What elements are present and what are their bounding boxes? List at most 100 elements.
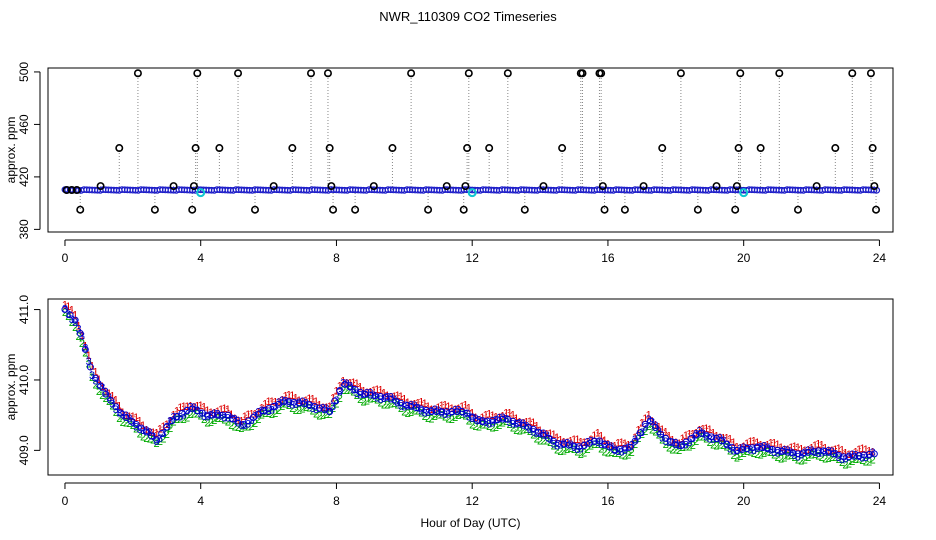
bottom-series-marker-2: 2: [540, 436, 546, 448]
top-spike-point: [442, 182, 451, 191]
bottom-series-marker-2: 2: [629, 447, 635, 459]
bottom-series-marker-2: 2: [442, 412, 448, 424]
top-x-tick-label: 8: [333, 251, 340, 265]
bottom-series-marker-3: 3: [221, 412, 227, 424]
bottom-mean-point: [855, 452, 863, 460]
top-spike-point: [96, 182, 105, 191]
bottom-x-tick-label: 0: [62, 494, 69, 508]
bottom-series-marker-1: 1: [459, 401, 465, 413]
bottom-series-marker-3: 3: [866, 449, 872, 461]
bottom-series-marker-2: 2: [686, 441, 692, 453]
bottom-series-marker-3: 3: [170, 412, 176, 424]
bottom-series-marker-2: 2: [618, 449, 624, 461]
bottom-series-marker-2: 2: [330, 403, 336, 415]
bottom-series-marker-2: 2: [204, 417, 210, 429]
bottom-series-marker-1: 1: [296, 395, 302, 407]
bottom-series-marker-2: 2: [310, 405, 316, 417]
bottom-series-marker-1: 1: [445, 401, 451, 413]
bottom-series-marker-1: 1: [276, 397, 282, 409]
bottom-series-marker-3: 3: [479, 415, 485, 427]
bottom-series-marker-3: 3: [856, 451, 862, 463]
bottom-series-marker-3: 3: [564, 437, 570, 449]
bottom-series-marker-3: 3: [537, 428, 543, 440]
bottom-series-marker-2: 2: [608, 447, 614, 459]
bottom-series-marker-2: 2: [354, 390, 360, 402]
bottom-series-marker-3: 3: [350, 384, 356, 396]
bottom-mean-point: [203, 411, 211, 419]
bottom-series-marker-2: 2: [344, 385, 350, 397]
bottom-series-marker-1: 1: [513, 413, 519, 425]
bottom-series-marker-1: 1: [374, 384, 380, 396]
bottom-series-marker-2: 2: [534, 433, 540, 445]
bottom-series-marker-1: 1: [350, 377, 356, 389]
bottom-mean-point: [779, 447, 787, 455]
bottom-series-marker-2: 2: [449, 414, 455, 426]
bottom-series-marker-1: 1: [394, 390, 400, 402]
top-spike-point: [712, 182, 721, 191]
bottom-mean-point: [728, 443, 736, 451]
bottom-series-marker-2: 2: [812, 449, 818, 461]
bottom-series-marker-1: 1: [157, 423, 163, 435]
bottom-series-marker-1: 1: [792, 441, 798, 453]
bottom-series-marker-1: 1: [272, 397, 278, 409]
bottom-series-marker-3: 3: [238, 420, 244, 432]
bottom-series-marker-2: 2: [140, 432, 146, 444]
bottom-series-marker-2: 2: [859, 455, 865, 467]
bottom-mean-point: [870, 450, 878, 458]
bottom-mean-point: [448, 408, 456, 416]
bottom-mean-point: [478, 418, 486, 426]
bottom-series-marker-1: 1: [327, 401, 333, 413]
bottom-series-marker-1: 1: [378, 385, 384, 397]
bottom-mean-point: [743, 445, 751, 453]
bottom-series-marker-2: 2: [232, 421, 238, 433]
bottom-mean-point: [285, 398, 293, 406]
bottom-mean-point: [606, 443, 614, 451]
bottom-series-marker-1: 1: [266, 396, 272, 408]
top-spike-point: [620, 205, 629, 214]
bottom-series-marker-3: 3: [201, 411, 207, 423]
bottom-series-marker-2: 2: [123, 418, 129, 430]
bottom-series-marker-1: 1: [683, 430, 689, 442]
bottom-series-marker-1: 1: [235, 415, 241, 427]
bottom-series-marker-3: 3: [517, 418, 523, 430]
bottom-series-marker-3: 3: [361, 389, 367, 401]
bottom-series-marker-1: 1: [391, 391, 397, 403]
bottom-series-marker-2: 2: [717, 440, 723, 452]
bottom-series-marker-1: 1: [476, 414, 482, 426]
bottom-series-marker-3: 3: [255, 407, 261, 419]
bottom-series-marker-2: 2: [856, 453, 862, 465]
bottom-series-marker-2: 2: [432, 411, 438, 423]
bottom-series-marker-3: 3: [673, 437, 679, 449]
top-spike-point: [578, 69, 587, 78]
top-x-tick-label: 24: [873, 251, 887, 265]
bottom-series-marker-1: 1: [435, 402, 441, 414]
bottom-mean-point: [71, 316, 79, 324]
bottom-series-marker-2: 2: [693, 436, 699, 448]
bottom-series-marker-3: 3: [462, 408, 468, 420]
bottom-series-marker-3: 3: [666, 437, 672, 449]
bottom-x-tick-label: 12: [466, 494, 480, 508]
bottom-series-marker-2: 2: [245, 422, 251, 434]
bottom-series-marker-3: 3: [323, 403, 329, 415]
bottom-mean-point: [545, 434, 553, 442]
bottom-mean-point: [132, 421, 140, 429]
top-spike-point: [731, 205, 740, 214]
bottom-series-marker-2: 2: [143, 433, 149, 445]
bottom-series-marker-2: 2: [564, 444, 570, 456]
bottom-series-marker-3: 3: [618, 446, 624, 458]
bottom-series-marker-2: 2: [734, 453, 740, 465]
top-spike-point: [325, 144, 334, 153]
bottom-mean-point: [473, 417, 481, 425]
bottom-series-marker-3: 3: [825, 445, 831, 457]
bottom-series-marker-1: 1: [489, 410, 495, 422]
bottom-mean-point: [158, 429, 166, 437]
bottom-series-marker-3: 3: [303, 397, 309, 409]
top-panel: 0 4 8 12 16 20 24 380 420 460 500 approx. ppm: [4, 62, 894, 265]
bottom-x-tick-label: 16: [601, 494, 615, 508]
top-spike-point: [193, 69, 202, 78]
bottom-plot-frame: [47, 298, 894, 476]
bottom-series-marker-2: 2: [364, 395, 370, 407]
bottom-series-marker-1: 1: [364, 387, 370, 399]
bottom-series-marker-3: 3: [449, 406, 455, 418]
bottom-series-marker-3: 3: [367, 388, 373, 400]
